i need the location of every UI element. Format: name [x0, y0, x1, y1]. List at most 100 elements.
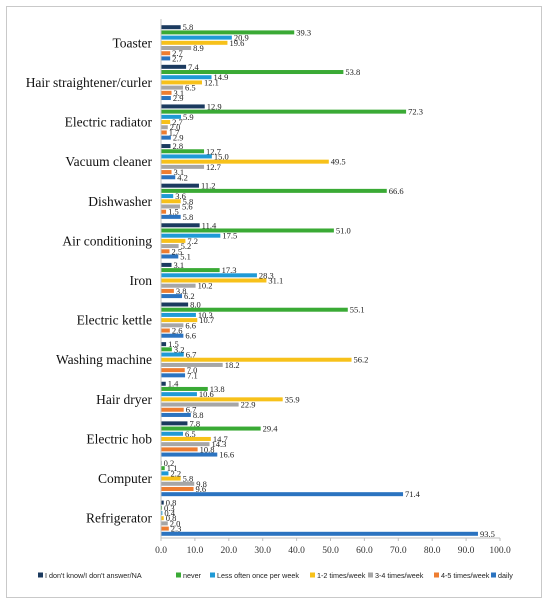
data-label-computer-never: 1.1 [167, 463, 178, 473]
data-label-toaster-i-don-t-know-i-don-t-answer-na: 5.8 [183, 22, 194, 32]
data-label-vacuum-cleaner-daily: 4.2 [177, 172, 188, 182]
bar-iron-never [161, 268, 220, 273]
bar-toaster-never [161, 30, 295, 35]
data-label-hair-dryer-3-4-times-week: 22.9 [241, 400, 256, 410]
bar-dishwasher-daily [161, 214, 181, 219]
data-label-hair-straightener-curler-less-often-once-per-week: 14.9 [214, 72, 229, 82]
bar-electric-hob-4-5-times-week [161, 447, 198, 452]
bar-electric-kettle-never [161, 307, 348, 312]
x-tick-label-70-0: 70.0 [390, 546, 407, 556]
bar-refrigerator-3-4-times-week [161, 521, 168, 526]
data-label-electric-radiator-daily: 2.9 [173, 133, 184, 143]
data-label-dishwasher-less-often-once-per-week: 3.6 [175, 191, 186, 201]
data-label-washing-machine-1-2-times-week: 56.2 [354, 355, 369, 365]
data-label-hair-dryer-less-often-once-per-week: 10.6 [199, 389, 214, 399]
category-label-air-conditioning: Air conditioning [62, 233, 152, 248]
x-tick-label-80-0: 80.0 [424, 546, 441, 556]
bar-hair-dryer-3-4-times-week [161, 402, 239, 407]
bar-hair-straightener-curler-i-don-t-know-i-don-t-answer-na [161, 64, 187, 69]
bar-refrigerator-1-2-times-week [161, 516, 164, 521]
bar-toaster-3-4-times-week [161, 46, 192, 51]
bar-electric-kettle-4-5-times-week [161, 328, 170, 333]
data-label-hair-straightener-curler-4-5-times-week: 3.1 [174, 88, 185, 98]
x-tick-label-30-0: 30.0 [254, 546, 271, 556]
data-label-refrigerator-3-4-times-week: 2.0 [170, 518, 181, 528]
data-label-hair-dryer-never: 13.8 [210, 384, 225, 394]
x-tick-label-60-0: 60.0 [356, 546, 373, 556]
data-label-air-conditioning-1-2-times-week: 7.2 [187, 236, 198, 246]
bar-electric-radiator-1-2-times-week [161, 120, 171, 125]
data-label-electric-hob-i-don-t-know-i-don-t-answer-na: 7.8 [189, 418, 200, 428]
bar-air-conditioning-i-don-t-know-i-don-t-answer-na [161, 223, 200, 228]
bar-dishwasher-i-don-t-know-i-don-t-answer-na [161, 183, 199, 188]
data-label-electric-kettle-never: 55.1 [350, 305, 365, 315]
data-label-vacuum-cleaner-never: 12.7 [206, 146, 221, 156]
bar-dishwasher-3-4-times-week [161, 204, 180, 209]
data-label-air-conditioning-less-often-once-per-week: 17.5 [222, 231, 237, 241]
x-tick-label-50-0: 50.0 [322, 546, 339, 556]
bar-electric-hob-3-4-times-week [161, 442, 210, 447]
bar-hair-dryer-less-often-once-per-week [161, 392, 197, 397]
bar-air-conditioning-less-often-once-per-week [161, 233, 221, 238]
data-label-toaster-1-2-times-week: 19.6 [229, 38, 244, 48]
bar-air-conditioning-daily [161, 254, 179, 259]
data-label-dishwasher-i-don-t-know-i-don-t-answer-na: 11.2 [201, 181, 216, 191]
bar-hair-straightener-curler-4-5-times-week [161, 90, 172, 95]
bar-hair-dryer-1-2-times-week [161, 397, 283, 402]
bar-vacuum-cleaner-daily [161, 175, 176, 180]
data-label-washing-machine-daily: 7.1 [187, 370, 198, 380]
bar-hair-straightener-curler-never [161, 70, 344, 75]
data-label-hair-dryer-4-5-times-week: 6.7 [186, 405, 197, 415]
data-label-electric-radiator-1-2-times-week: 2.7 [172, 117, 183, 127]
data-label-electric-hob-4-5-times-week: 10.8 [200, 444, 215, 454]
bar-vacuum-cleaner-1-2-times-week [161, 159, 329, 164]
category-label-electric-hob: Electric hob [86, 431, 152, 446]
bar-toaster-less-often-once-per-week [161, 35, 232, 40]
data-label-air-conditioning-i-don-t-know-i-don-t-answer-na: 11.4 [202, 220, 217, 230]
data-label-washing-machine-3-4-times-week: 18.2 [225, 360, 240, 370]
bar-hair-straightener-curler-3-4-times-week [161, 85, 184, 90]
bar-vacuum-cleaner-never [161, 149, 205, 154]
bar-air-conditioning-1-2-times-week [161, 238, 186, 243]
data-label-hair-straightener-curler-3-4-times-week: 6.5 [185, 83, 196, 93]
data-label-dishwasher-never: 66.6 [389, 186, 404, 196]
category-label-electric-kettle: Electric kettle [77, 313, 152, 328]
data-label-washing-machine-i-don-t-know-i-don-t-answer-na: 1.5 [168, 339, 179, 349]
bar-refrigerator-daily [161, 531, 478, 536]
data-label-electric-radiator-3-4-times-week: 2.0 [170, 122, 181, 132]
data-label-refrigerator-never: 0.3 [164, 503, 175, 513]
legend-swatch-less-often-once-per-week [210, 572, 215, 578]
bar-electric-radiator-daily [161, 135, 171, 140]
bar-vacuum-cleaner-i-don-t-know-i-don-t-answer-na [161, 144, 171, 149]
data-label-computer-i-don-t-know-i-don-t-answer-na: 0.2 [164, 458, 175, 468]
x-tick-label-40-0: 40.0 [288, 546, 305, 556]
bar-electric-radiator-4-5-times-week [161, 130, 167, 135]
category-label-vacuum-cleaner: Vacuum cleaner [65, 154, 152, 169]
data-label-hair-dryer-i-don-t-know-i-don-t-answer-na: 1.4 [168, 379, 179, 389]
bar-electric-radiator-never [161, 109, 407, 114]
bar-computer-3-4-times-week [161, 481, 195, 486]
bar-washing-machine-never [161, 347, 172, 352]
bar-toaster-i-don-t-know-i-don-t-answer-na [161, 25, 181, 30]
x-tick-label-10-0: 10.0 [187, 546, 204, 556]
bar-washing-machine-daily [161, 373, 186, 378]
data-label-toaster-never: 39.3 [296, 27, 311, 37]
bar-washing-machine-i-don-t-know-i-don-t-answer-na [161, 342, 167, 347]
bar-vacuum-cleaner-4-5-times-week [161, 170, 172, 175]
data-label-electric-kettle-3-4-times-week: 6.6 [185, 320, 196, 330]
bar-electric-kettle-daily [161, 333, 184, 338]
data-label-iron-1-2-times-week: 31.1 [268, 276, 283, 286]
data-label-iron-4-5-times-week: 3.8 [176, 286, 187, 296]
bar-electric-hob-i-don-t-know-i-don-t-answer-na [161, 421, 188, 426]
data-label-iron-less-often-once-per-week: 28.3 [259, 270, 274, 280]
data-label-toaster-4-5-times-week: 2.7 [172, 48, 183, 58]
data-label-toaster-less-often-once-per-week: 20.9 [234, 33, 249, 43]
bar-computer-daily [161, 492, 404, 497]
bar-washing-machine-1-2-times-week [161, 357, 352, 362]
data-label-electric-kettle-daily: 6.6 [185, 331, 196, 341]
data-label-washing-machine-4-5-times-week: 7.0 [187, 365, 198, 375]
bar-air-conditioning-4-5-times-week [161, 249, 170, 254]
legend-label-never: never [183, 571, 202, 580]
data-label-vacuum-cleaner-i-don-t-know-i-don-t-answer-na: 2.8 [172, 141, 183, 151]
